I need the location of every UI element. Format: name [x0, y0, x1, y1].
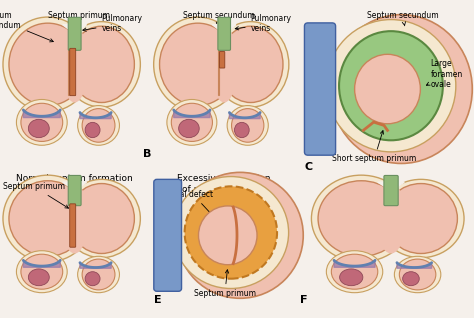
Ellipse shape: [3, 17, 92, 112]
Text: Septum
secundum: Septum secundum: [0, 11, 53, 42]
Polygon shape: [378, 182, 404, 190]
FancyBboxPatch shape: [384, 176, 398, 206]
Ellipse shape: [179, 119, 199, 138]
Ellipse shape: [339, 269, 363, 286]
Ellipse shape: [173, 176, 289, 288]
Ellipse shape: [160, 23, 236, 106]
Ellipse shape: [28, 119, 49, 138]
Text: C: C: [304, 162, 312, 172]
Ellipse shape: [82, 109, 115, 142]
Ellipse shape: [402, 272, 419, 286]
FancyBboxPatch shape: [219, 52, 225, 68]
Ellipse shape: [219, 26, 283, 102]
Ellipse shape: [28, 269, 49, 286]
Ellipse shape: [227, 106, 268, 145]
Polygon shape: [397, 263, 432, 268]
Ellipse shape: [63, 22, 140, 107]
Polygon shape: [23, 110, 60, 118]
Ellipse shape: [355, 54, 420, 124]
FancyBboxPatch shape: [68, 17, 81, 50]
Ellipse shape: [171, 103, 212, 142]
Polygon shape: [80, 113, 111, 119]
Ellipse shape: [3, 175, 92, 262]
Polygon shape: [80, 263, 111, 268]
Ellipse shape: [339, 31, 443, 140]
Text: Large
foramen
ovale: Large foramen ovale: [427, 59, 463, 89]
Ellipse shape: [17, 251, 67, 293]
Ellipse shape: [17, 100, 67, 145]
Text: Pulmonary
veins: Pulmonary veins: [83, 14, 143, 33]
Polygon shape: [173, 110, 210, 118]
Ellipse shape: [9, 181, 87, 256]
Text: Septum secundum: Septum secundum: [183, 11, 255, 26]
Text: Pulmonary
veins: Pulmonary veins: [235, 14, 292, 33]
Ellipse shape: [399, 259, 436, 290]
Polygon shape: [229, 113, 260, 119]
Ellipse shape: [235, 122, 249, 138]
Ellipse shape: [378, 179, 464, 258]
Ellipse shape: [330, 15, 472, 163]
FancyBboxPatch shape: [68, 176, 81, 206]
Ellipse shape: [78, 256, 119, 293]
Ellipse shape: [9, 23, 87, 106]
Ellipse shape: [177, 172, 303, 298]
Text: Normal septum formation: Normal septum formation: [16, 174, 133, 183]
Ellipse shape: [211, 26, 237, 102]
Ellipse shape: [376, 183, 406, 253]
Polygon shape: [63, 182, 87, 190]
FancyBboxPatch shape: [70, 48, 76, 96]
Polygon shape: [218, 49, 219, 95]
Polygon shape: [63, 25, 87, 34]
Ellipse shape: [78, 106, 119, 145]
Ellipse shape: [69, 26, 135, 102]
Ellipse shape: [82, 259, 115, 290]
FancyBboxPatch shape: [218, 17, 230, 50]
Text: B: B: [143, 149, 152, 159]
FancyBboxPatch shape: [154, 179, 182, 291]
Ellipse shape: [311, 175, 411, 262]
Ellipse shape: [394, 256, 441, 293]
Text: E: E: [154, 295, 162, 305]
Ellipse shape: [212, 22, 289, 107]
Ellipse shape: [331, 254, 378, 289]
Ellipse shape: [167, 100, 217, 145]
Text: Short septum primum: Short septum primum: [332, 131, 416, 163]
Ellipse shape: [63, 179, 140, 258]
Text: Septum secundum: Septum secundum: [367, 11, 438, 26]
Ellipse shape: [326, 20, 456, 152]
Ellipse shape: [85, 272, 100, 286]
Ellipse shape: [318, 181, 404, 256]
Text: Septum primum: Septum primum: [3, 182, 69, 208]
FancyBboxPatch shape: [304, 23, 336, 155]
Ellipse shape: [69, 183, 135, 253]
Ellipse shape: [61, 183, 88, 253]
Text: Septum primum: Septum primum: [48, 11, 110, 45]
Text: Septum primum: Septum primum: [194, 270, 256, 298]
Ellipse shape: [184, 186, 277, 279]
Polygon shape: [23, 260, 60, 267]
Ellipse shape: [326, 251, 383, 293]
Polygon shape: [334, 260, 375, 267]
Ellipse shape: [21, 103, 63, 142]
Text: F: F: [300, 295, 307, 305]
Ellipse shape: [384, 183, 457, 253]
Polygon shape: [68, 49, 69, 95]
Ellipse shape: [231, 109, 264, 142]
FancyBboxPatch shape: [70, 204, 76, 247]
Ellipse shape: [85, 122, 100, 138]
Ellipse shape: [21, 254, 63, 289]
Ellipse shape: [199, 206, 257, 265]
Text: Atrial
septal defect: Atrial septal defect: [163, 179, 213, 216]
Text: Excessive resorption
of septum primum: Excessive resorption of septum primum: [177, 174, 271, 194]
Ellipse shape: [61, 26, 88, 102]
Ellipse shape: [154, 17, 242, 112]
Polygon shape: [212, 25, 236, 34]
